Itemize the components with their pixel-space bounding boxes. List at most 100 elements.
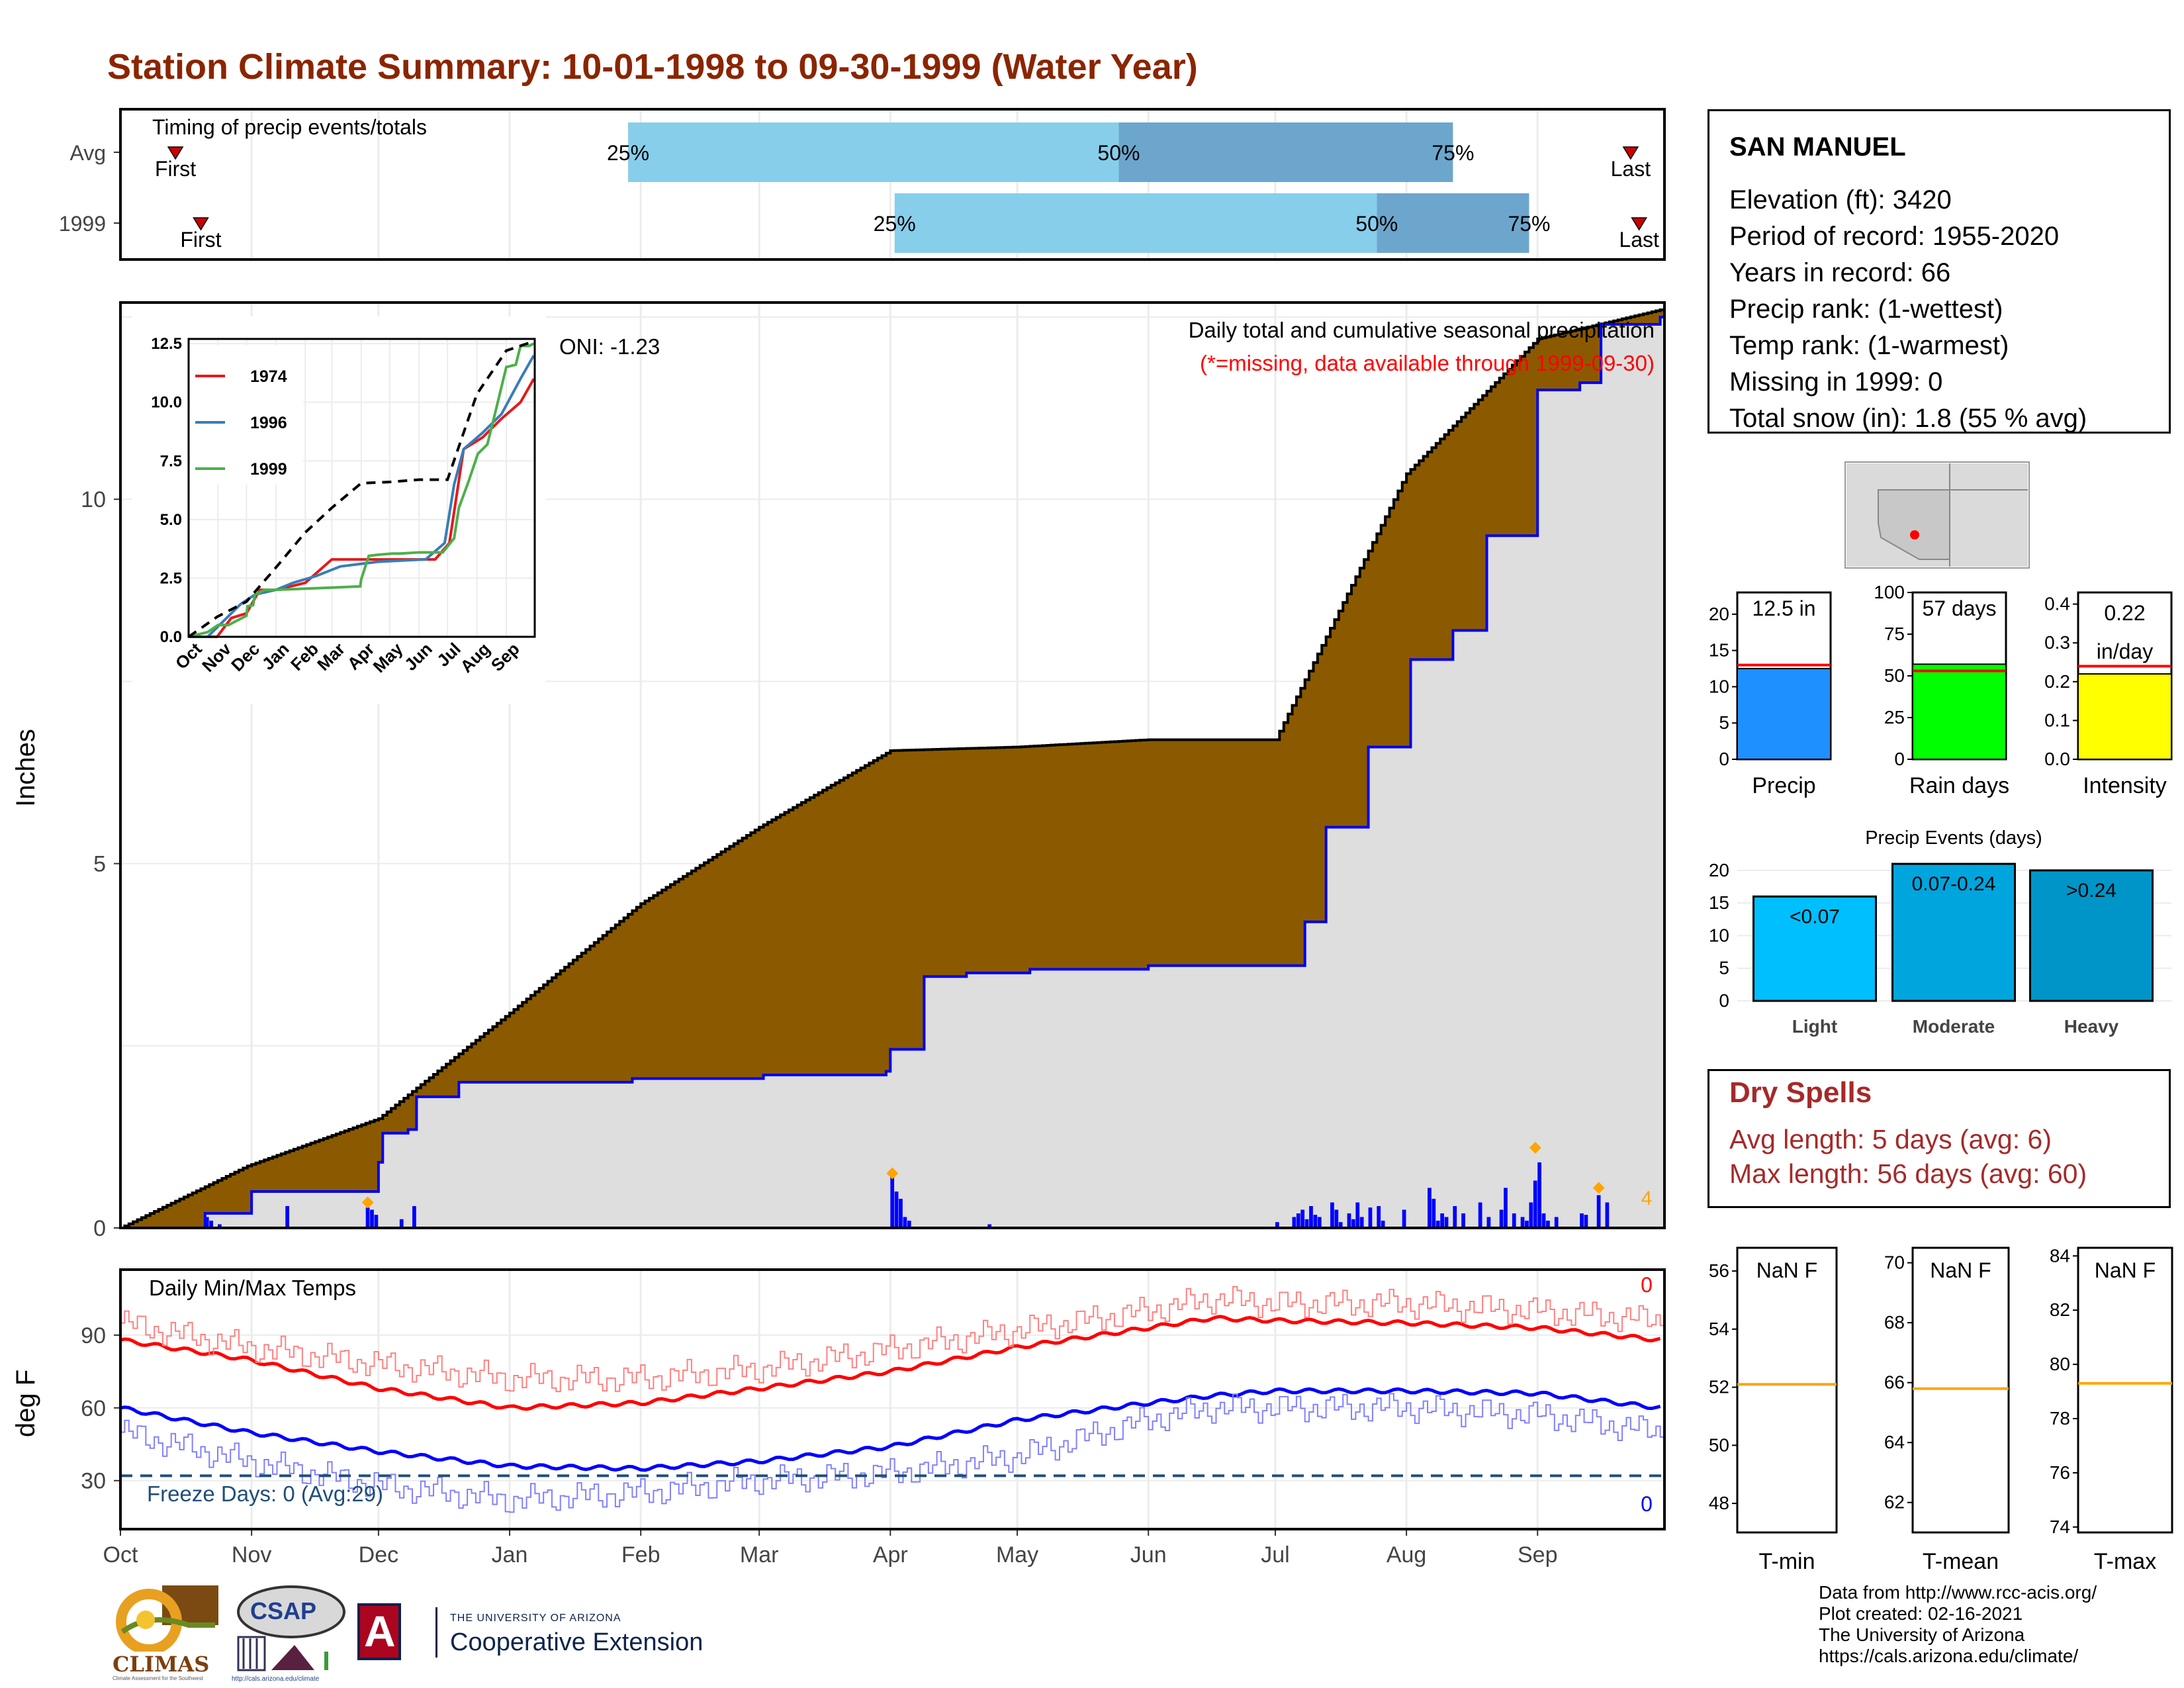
timing-frame xyxy=(119,108,1666,261)
daily-precip-bar xyxy=(1338,1222,1343,1228)
events-category-label: Heavy xyxy=(2064,1016,2119,1037)
first-event-marker xyxy=(193,217,209,231)
temp-box-label: T-min xyxy=(1759,1549,1815,1574)
month-label: Sep xyxy=(1518,1542,1558,1568)
daily-precip-bar xyxy=(1359,1217,1364,1228)
missing-data-note: (*=missing, data available through 1999-… xyxy=(1200,351,1655,375)
orange-marker xyxy=(1592,1182,1605,1194)
dry-spells-avg: Avg length: 5 days (avg: 6) xyxy=(1729,1124,2052,1154)
precip-ytick-label: 10 xyxy=(81,487,106,512)
events-bar xyxy=(1891,863,2016,1002)
temp-box-ytick-label: 68 xyxy=(1884,1312,1905,1333)
ua-extension: Cooperative Extension xyxy=(450,1628,704,1656)
summary-value: 0.22 xyxy=(2104,601,2145,625)
daily-precip-bar xyxy=(1486,1217,1491,1228)
timing-p25-label: 25% xyxy=(874,212,916,236)
timing-p75-label: 75% xyxy=(1508,212,1550,236)
summary-ytick-label: 50 xyxy=(1884,665,1905,686)
summary-ytick-label: 25 xyxy=(1884,707,1905,727)
first-event-marker xyxy=(167,146,184,160)
daily-precip-bar xyxy=(987,1224,992,1228)
csap-logo[interactable]: CSAP http://cals.arizona.edu/climate xyxy=(232,1585,347,1685)
month-label: Oct xyxy=(103,1542,138,1568)
timing-title: Timing of precip events/totals xyxy=(152,115,427,139)
tmax-1999-line xyxy=(120,1286,1664,1393)
events-ytick-label: 0 xyxy=(1719,990,1729,1011)
temp-box-ytick-label: 62 xyxy=(1884,1492,1905,1513)
climas-sub: Climate Assessment for the Southwest xyxy=(113,1675,203,1681)
summary-value: 12.5 in xyxy=(1752,596,1815,620)
last-event-marker xyxy=(1622,146,1639,160)
events-ytick-label: 10 xyxy=(1709,925,1729,945)
tmax-average-line xyxy=(120,1315,1661,1411)
summary-unit: in/day xyxy=(2097,639,2153,663)
summary-ytick-label: 0.4 xyxy=(2044,594,2070,614)
ua-university: THE UNIVERSITY OF ARIZONA xyxy=(450,1613,621,1624)
summary-ytick-label: 20 xyxy=(1709,604,1729,624)
summary-ytick-label: 5 xyxy=(1719,712,1729,733)
month-label: Jun xyxy=(1130,1542,1167,1568)
ua-logo[interactable]: A THE UNIVERSITY OF ARIZONA Cooperative … xyxy=(357,1602,741,1668)
daily-precip-bar xyxy=(907,1220,911,1228)
timing-bar-50-75 xyxy=(1118,122,1453,182)
temp-chart-title: Daily Min/Max Temps xyxy=(149,1276,356,1300)
events-ytick-label: 15 xyxy=(1709,892,1729,913)
credit-line: The University of Arizona xyxy=(1819,1624,2025,1645)
temp-box-ytick-label: 80 xyxy=(2050,1354,2070,1374)
daily-precip-bar xyxy=(412,1205,416,1228)
temp-box-ytick-label: 50 xyxy=(1709,1434,1729,1455)
daily-precip-bar xyxy=(1296,1213,1300,1228)
hot-days-count: 0 xyxy=(1641,1273,1653,1297)
dry-spells-title: Dry Spells xyxy=(1729,1076,1872,1109)
inset-legend-label: 1996 xyxy=(250,414,287,432)
daily-precip-bar xyxy=(1300,1209,1305,1228)
month-label: Dec xyxy=(359,1542,398,1568)
inset-legend-box xyxy=(191,346,303,485)
events-bar xyxy=(2029,869,2154,1002)
inset-frame xyxy=(187,338,536,638)
precip-ytick-label: 5 xyxy=(93,852,106,877)
temp-box-ytick-label: 64 xyxy=(1884,1432,1905,1452)
temp-box-label: T-max xyxy=(2094,1549,2156,1574)
temp-ylabel: deg F xyxy=(11,1370,40,1437)
temp-box-frame xyxy=(1911,1246,2010,1534)
daily-precip-bar xyxy=(1292,1217,1297,1228)
daily-precip-bar xyxy=(1432,1198,1436,1228)
timing-bar-25-50 xyxy=(628,122,1119,182)
temp-box-frame xyxy=(2077,1246,2173,1534)
temp-ytick-label: 30 xyxy=(81,1469,106,1494)
oni-value: ONI: -1.23 xyxy=(559,334,660,359)
temp-box-ytick-label: 76 xyxy=(2050,1462,2070,1483)
ua-letter: A xyxy=(364,1607,396,1656)
climas-logo[interactable]: CLIMAS Climate Assessment for the Southw… xyxy=(109,1585,222,1681)
tmin-average-line xyxy=(120,1387,1661,1472)
precip-ylabel: Inches xyxy=(11,729,40,807)
events-bar-label: 0.07-0.24 xyxy=(1912,873,1996,895)
daily-precip-bar xyxy=(1596,1195,1601,1228)
inset-legend-label: 1974 xyxy=(250,367,287,386)
summary-bar-label: Precip xyxy=(1752,773,1815,798)
temp-ytick-label: 60 xyxy=(81,1396,106,1421)
summary-ytick-label: 0.3 xyxy=(2044,632,2070,653)
daily-precip-bar xyxy=(1541,1213,1546,1228)
daily-precip-bar xyxy=(1504,1188,1508,1228)
daily-precip-bar xyxy=(1435,1220,1440,1228)
inset-series-line xyxy=(189,354,535,638)
summary-ytick-label: 10 xyxy=(1709,676,1729,696)
month-label: Aug xyxy=(1387,1542,1427,1568)
timing-p50-label: 50% xyxy=(1355,212,1398,236)
daily-precip-bar xyxy=(218,1224,222,1228)
daily-precip-bar xyxy=(1499,1209,1504,1228)
daily-precip-bar xyxy=(1347,1213,1351,1228)
temp-box-ytick-label: 70 xyxy=(1884,1252,1905,1273)
inset-ytick-label: 5.0 xyxy=(160,511,182,529)
station-elevation: Elevation (ft): 3420 xyxy=(1729,185,1952,214)
inset-series-line xyxy=(189,378,535,638)
temp-box-value: NaN F xyxy=(1930,1258,1991,1282)
precip-frame xyxy=(119,301,1666,1229)
inset-ytick-label: 0.0 xyxy=(160,628,182,646)
daily-precip-bar xyxy=(1334,1209,1339,1228)
cumulative-1999-area xyxy=(120,317,1664,1228)
summary-bar-label: Intensity xyxy=(2083,773,2167,798)
ua-a-mark xyxy=(357,1603,401,1660)
